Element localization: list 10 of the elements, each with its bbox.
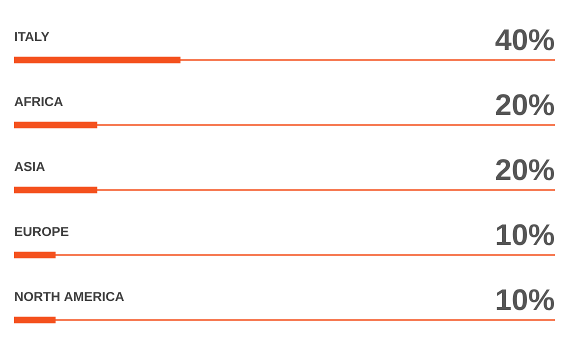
data-label: 20% <box>496 94 554 116</box>
data-label: 10% <box>496 289 554 310</box>
data-label: 10% <box>496 224 554 246</box>
y-tick-label: ITALY <box>15 32 50 41</box>
y-tick-label: ASIA <box>14 162 45 172</box>
y-tick-label: NORTH AMERICA <box>15 292 124 302</box>
data-label: 20% <box>496 159 554 180</box>
data-label: 40% <box>495 29 554 50</box>
y-tick-label: AFRICA <box>14 96 63 106</box>
y-tick-label: EUROPE <box>15 226 68 236</box>
